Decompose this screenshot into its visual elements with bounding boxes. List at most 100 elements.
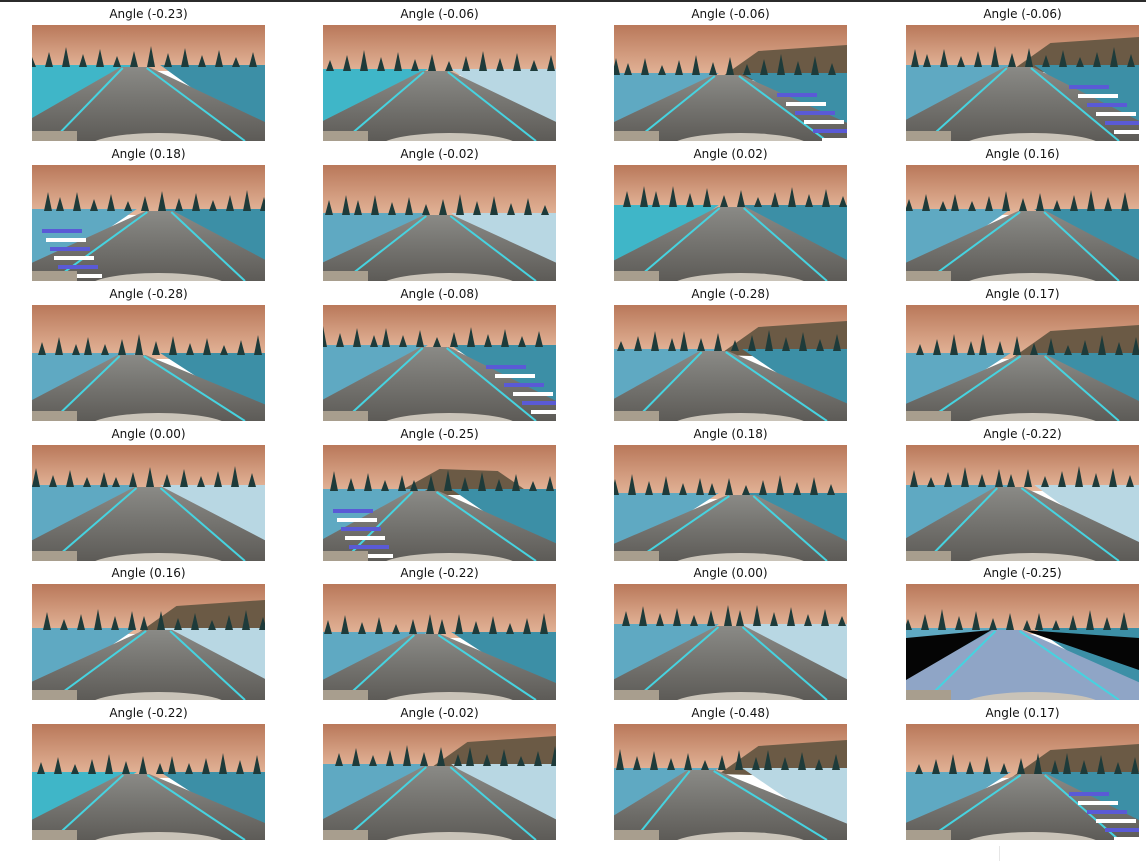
car-hood — [386, 832, 513, 840]
right-lane-line — [449, 215, 537, 281]
driving-frame-image — [906, 724, 1139, 840]
car-hood-left — [32, 271, 77, 281]
car-hood — [969, 692, 1096, 700]
frame-cell: Angle (0.18) — [32, 145, 265, 281]
tree-line — [623, 186, 847, 207]
steering-angle-label: Angle (-0.23) — [109, 7, 188, 21]
steering-angle-label: Angle (-0.02) — [400, 147, 479, 161]
driving-frame-image — [32, 165, 265, 281]
right-lane-line — [169, 630, 246, 700]
car-hood — [95, 832, 222, 840]
frame-cell: Angle (0.18) — [614, 425, 847, 561]
sky — [32, 305, 265, 359]
car-hood — [969, 553, 1096, 561]
driving-frame-image — [32, 445, 265, 561]
sky — [906, 445, 1139, 491]
frame-cell: Angle (-0.28) — [32, 285, 265, 421]
steering-angle-label: Angle (0.18) — [111, 147, 186, 161]
right-lane-line — [752, 495, 828, 561]
road-surface — [32, 67, 265, 141]
striped-curb — [42, 229, 102, 278]
striped-curb — [1069, 792, 1139, 840]
road-surface — [906, 630, 1139, 700]
frame-cell: Angle (0.17) — [906, 285, 1139, 421]
car-hood — [386, 133, 513, 141]
car-hood — [95, 413, 222, 421]
right-lane-line — [435, 491, 537, 561]
steering-angle-label: Angle (-0.06) — [983, 7, 1062, 21]
steering-angle-label: Angle (-0.22) — [109, 706, 188, 720]
driving-frame-image — [614, 445, 847, 561]
right-lane-line — [1043, 211, 1120, 281]
car-hood — [969, 832, 1096, 840]
steering-angle-label: Angle (-0.06) — [400, 7, 479, 21]
left-lane-line — [342, 766, 427, 840]
car-hood — [386, 553, 513, 561]
sky — [323, 165, 556, 219]
car-hood-left — [906, 271, 951, 281]
driving-frame-image — [323, 165, 556, 281]
driving-frame-image — [32, 584, 265, 700]
tree-line — [325, 194, 549, 215]
road-surface — [614, 770, 847, 840]
tree-line — [326, 50, 555, 71]
tree-line — [916, 334, 1139, 355]
left-lane-line — [342, 215, 427, 281]
car-hood-left — [614, 411, 659, 421]
driving-frame-image — [906, 25, 1139, 141]
left-lane-line — [51, 211, 148, 281]
car-hood-left — [614, 690, 659, 700]
driving-frame-image — [614, 25, 847, 141]
edge-tick — [999, 846, 1000, 861]
car-hood — [95, 133, 222, 141]
car-hood — [969, 413, 1096, 421]
road-surface — [32, 211, 265, 281]
steering-angle-label: Angle (0.16) — [111, 566, 186, 580]
right-lane-line — [1020, 487, 1120, 561]
frame-cell: Angle (-0.22) — [323, 564, 556, 700]
tree-line — [906, 190, 1129, 211]
car-hood-left — [32, 131, 77, 141]
driving-frame-image — [323, 724, 556, 840]
road-surface — [323, 215, 556, 281]
tree-line — [911, 46, 1135, 67]
right-lane-line — [1018, 630, 1120, 700]
left-lane-line — [342, 347, 424, 421]
car-hood — [677, 692, 804, 700]
frame-cell: Angle (-0.25) — [323, 425, 556, 561]
tree-line — [910, 466, 1134, 487]
frame-cell: Angle (0.16) — [32, 564, 265, 700]
car-hood-left — [323, 830, 368, 840]
road-surface — [906, 67, 1139, 141]
left-lane-line — [633, 207, 721, 281]
tree-line — [323, 326, 543, 347]
road-surface — [614, 75, 847, 141]
car-hood-left — [323, 411, 368, 421]
tree-line — [915, 753, 1139, 774]
driving-frame-image — [614, 584, 847, 700]
driving-frame-image — [32, 25, 265, 141]
frame-cell: Angle (-0.06) — [323, 5, 556, 141]
car-hood-left — [32, 690, 77, 700]
left-lane-line — [342, 491, 414, 561]
frame-cell: Angle (-0.02) — [323, 145, 556, 281]
tree-line — [614, 474, 835, 495]
striped-curb — [333, 509, 393, 558]
tree-line — [38, 334, 262, 355]
road-surface — [906, 487, 1139, 561]
road-surface — [614, 495, 847, 561]
frame-cell: Angle (-0.25) — [906, 564, 1139, 700]
left-lane-line — [925, 67, 1008, 141]
steering-angle-label: Angle (-0.02) — [400, 706, 479, 720]
left-lane-line — [51, 774, 124, 840]
steering-angle-label: Angle (0.02) — [693, 147, 768, 161]
frame-cell: Angle (-0.23) — [32, 5, 265, 141]
driving-frame-image — [906, 165, 1139, 281]
right-lane-line — [449, 766, 537, 840]
driving-frame-image — [906, 305, 1139, 421]
left-lane-line — [633, 626, 720, 700]
left-lane-line — [925, 487, 999, 561]
frame-cell: Angle (0.16) — [906, 145, 1139, 281]
driving-frame-image — [323, 445, 556, 561]
right-lane-line — [1044, 355, 1120, 421]
